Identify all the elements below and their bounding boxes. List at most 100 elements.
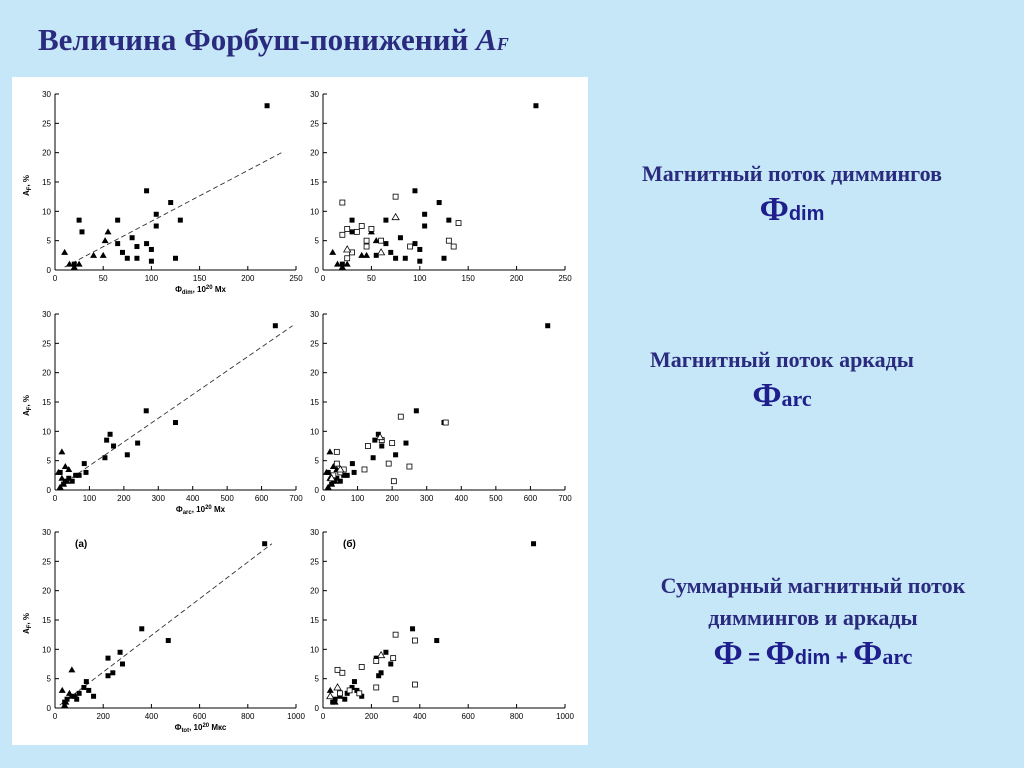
y-tick-label: 25 [310, 119, 319, 128]
marker-square-filled [349, 684, 355, 690]
marker-square-filled [86, 687, 92, 693]
marker-square-open [445, 237, 452, 244]
marker-triangle-filled [54, 468, 62, 475]
x-tick-label: 0 [53, 274, 58, 283]
marker-square-filled [124, 452, 130, 458]
slide-title-text: Величина Форбуш-понижений [38, 22, 477, 57]
marker-square-open [378, 237, 384, 244]
marker-square-filled [139, 626, 145, 632]
marker-square-filled [344, 690, 350, 696]
marker-triangle-filled [63, 477, 71, 484]
marker-square-open [368, 226, 375, 232]
y-tick-label: 15 [42, 178, 51, 187]
marker-square-open [365, 443, 371, 449]
x-tick-label: 400 [455, 494, 469, 503]
y-tick-label: 0 [315, 266, 320, 275]
marker-square-open [407, 243, 414, 250]
x-tick-label: 800 [510, 712, 524, 721]
marker-square-filled [393, 452, 399, 458]
marker-square-open [450, 243, 457, 250]
y-tick-label: 10 [310, 207, 319, 216]
marker-square-filled [417, 246, 423, 252]
marker-square-filled [379, 443, 385, 449]
x-tick-label: 700 [289, 494, 303, 503]
chart-panel-2: 0 5 10 15 20 25 30 0 50 100 150 200 250 [310, 90, 572, 283]
y-tick-label: 5 [47, 457, 52, 466]
marker-triangle-open [327, 473, 336, 482]
marker-square-filled [105, 673, 111, 679]
x-tick-label: 0 [53, 494, 58, 503]
marker-square-filled [388, 249, 394, 255]
x-tick-label: 600 [462, 712, 476, 721]
marker-square-filled [66, 475, 72, 481]
marker-square-filled [375, 431, 381, 437]
marker-square-filled [119, 249, 125, 255]
marker-square-filled [533, 103, 539, 109]
x-tick-label: 200 [510, 274, 524, 283]
marker-square-filled [446, 217, 452, 223]
marker-square-open [353, 228, 360, 235]
y-tick-label: 0 [315, 704, 320, 713]
marker-square-filled [165, 638, 171, 644]
x-tick-label: 250 [558, 274, 572, 283]
marker-triangle-filled [331, 698, 339, 705]
caption-total-line1: Суммарный магнитный поток [660, 573, 966, 598]
y-axis-label: AF, % [22, 395, 33, 416]
caption-arc-text: Магнитный поток аркады [650, 347, 914, 372]
marker-square-open [344, 226, 351, 232]
marker-triangle-filled [326, 448, 334, 455]
x-tick-label: 0 [321, 274, 326, 283]
marker-square-filled [417, 258, 423, 264]
marker-square-filled [102, 455, 108, 461]
panel-label: (б) [343, 538, 356, 550]
x-tick-label: 1000 [287, 712, 305, 721]
marker-square-filled [434, 638, 440, 644]
x-tick-label: 250 [289, 274, 303, 283]
marker-square-open [339, 669, 346, 676]
marker-square-filled [412, 188, 418, 194]
y-tick-label: 30 [310, 528, 319, 537]
marker-square-filled [436, 200, 442, 206]
marker-triangle-filled [99, 251, 107, 258]
marker-triangle-filled [322, 468, 330, 475]
marker-square-filled [337, 478, 343, 484]
marker-square-filled [330, 699, 336, 705]
marker-square-filled [134, 255, 140, 261]
x-tick-label: 500 [220, 494, 234, 503]
y-tick-label: 10 [42, 645, 51, 654]
y-tick-label: 25 [310, 339, 319, 348]
y-tick-label: 30 [42, 90, 51, 99]
marker-square-filled [370, 455, 376, 461]
y-tick-label: 15 [42, 616, 51, 625]
marker-triangle-filled [65, 689, 73, 696]
marker-square-open [333, 448, 340, 455]
marker-square-filled [173, 255, 178, 261]
marker-square-filled [351, 469, 357, 475]
marker-square-filled [153, 223, 159, 229]
marker-square-open [358, 223, 365, 229]
marker-square-filled [83, 679, 89, 685]
marker-square-filled [124, 255, 130, 261]
y-tick-label: 25 [42, 119, 51, 128]
marker-square-filled [351, 679, 357, 685]
af-symbol: AF [476, 22, 509, 57]
marker-triangle-filled [328, 480, 336, 487]
x-tick-label: 150 [462, 274, 476, 283]
y-tick-label: 0 [47, 486, 52, 495]
x-tick-label: 300 [420, 494, 434, 503]
caption-arc-formula: Фarc [752, 377, 812, 414]
marker-triangle-open [333, 683, 342, 691]
x-tick-label: 50 [99, 274, 108, 283]
marker-triangle-filled [71, 692, 79, 699]
y-tick-label: 20 [310, 587, 319, 596]
caption-arc: Магнитный поток аркады Фarc [582, 344, 982, 419]
y-tick-label: 30 [310, 90, 319, 99]
marker-triangle-open [376, 650, 386, 659]
marker-square-filled [344, 472, 350, 478]
marker-square-filled [144, 241, 150, 247]
marker-triangle-open [336, 465, 345, 473]
marker-square-filled [81, 684, 87, 690]
marker-square-filled [135, 440, 141, 446]
